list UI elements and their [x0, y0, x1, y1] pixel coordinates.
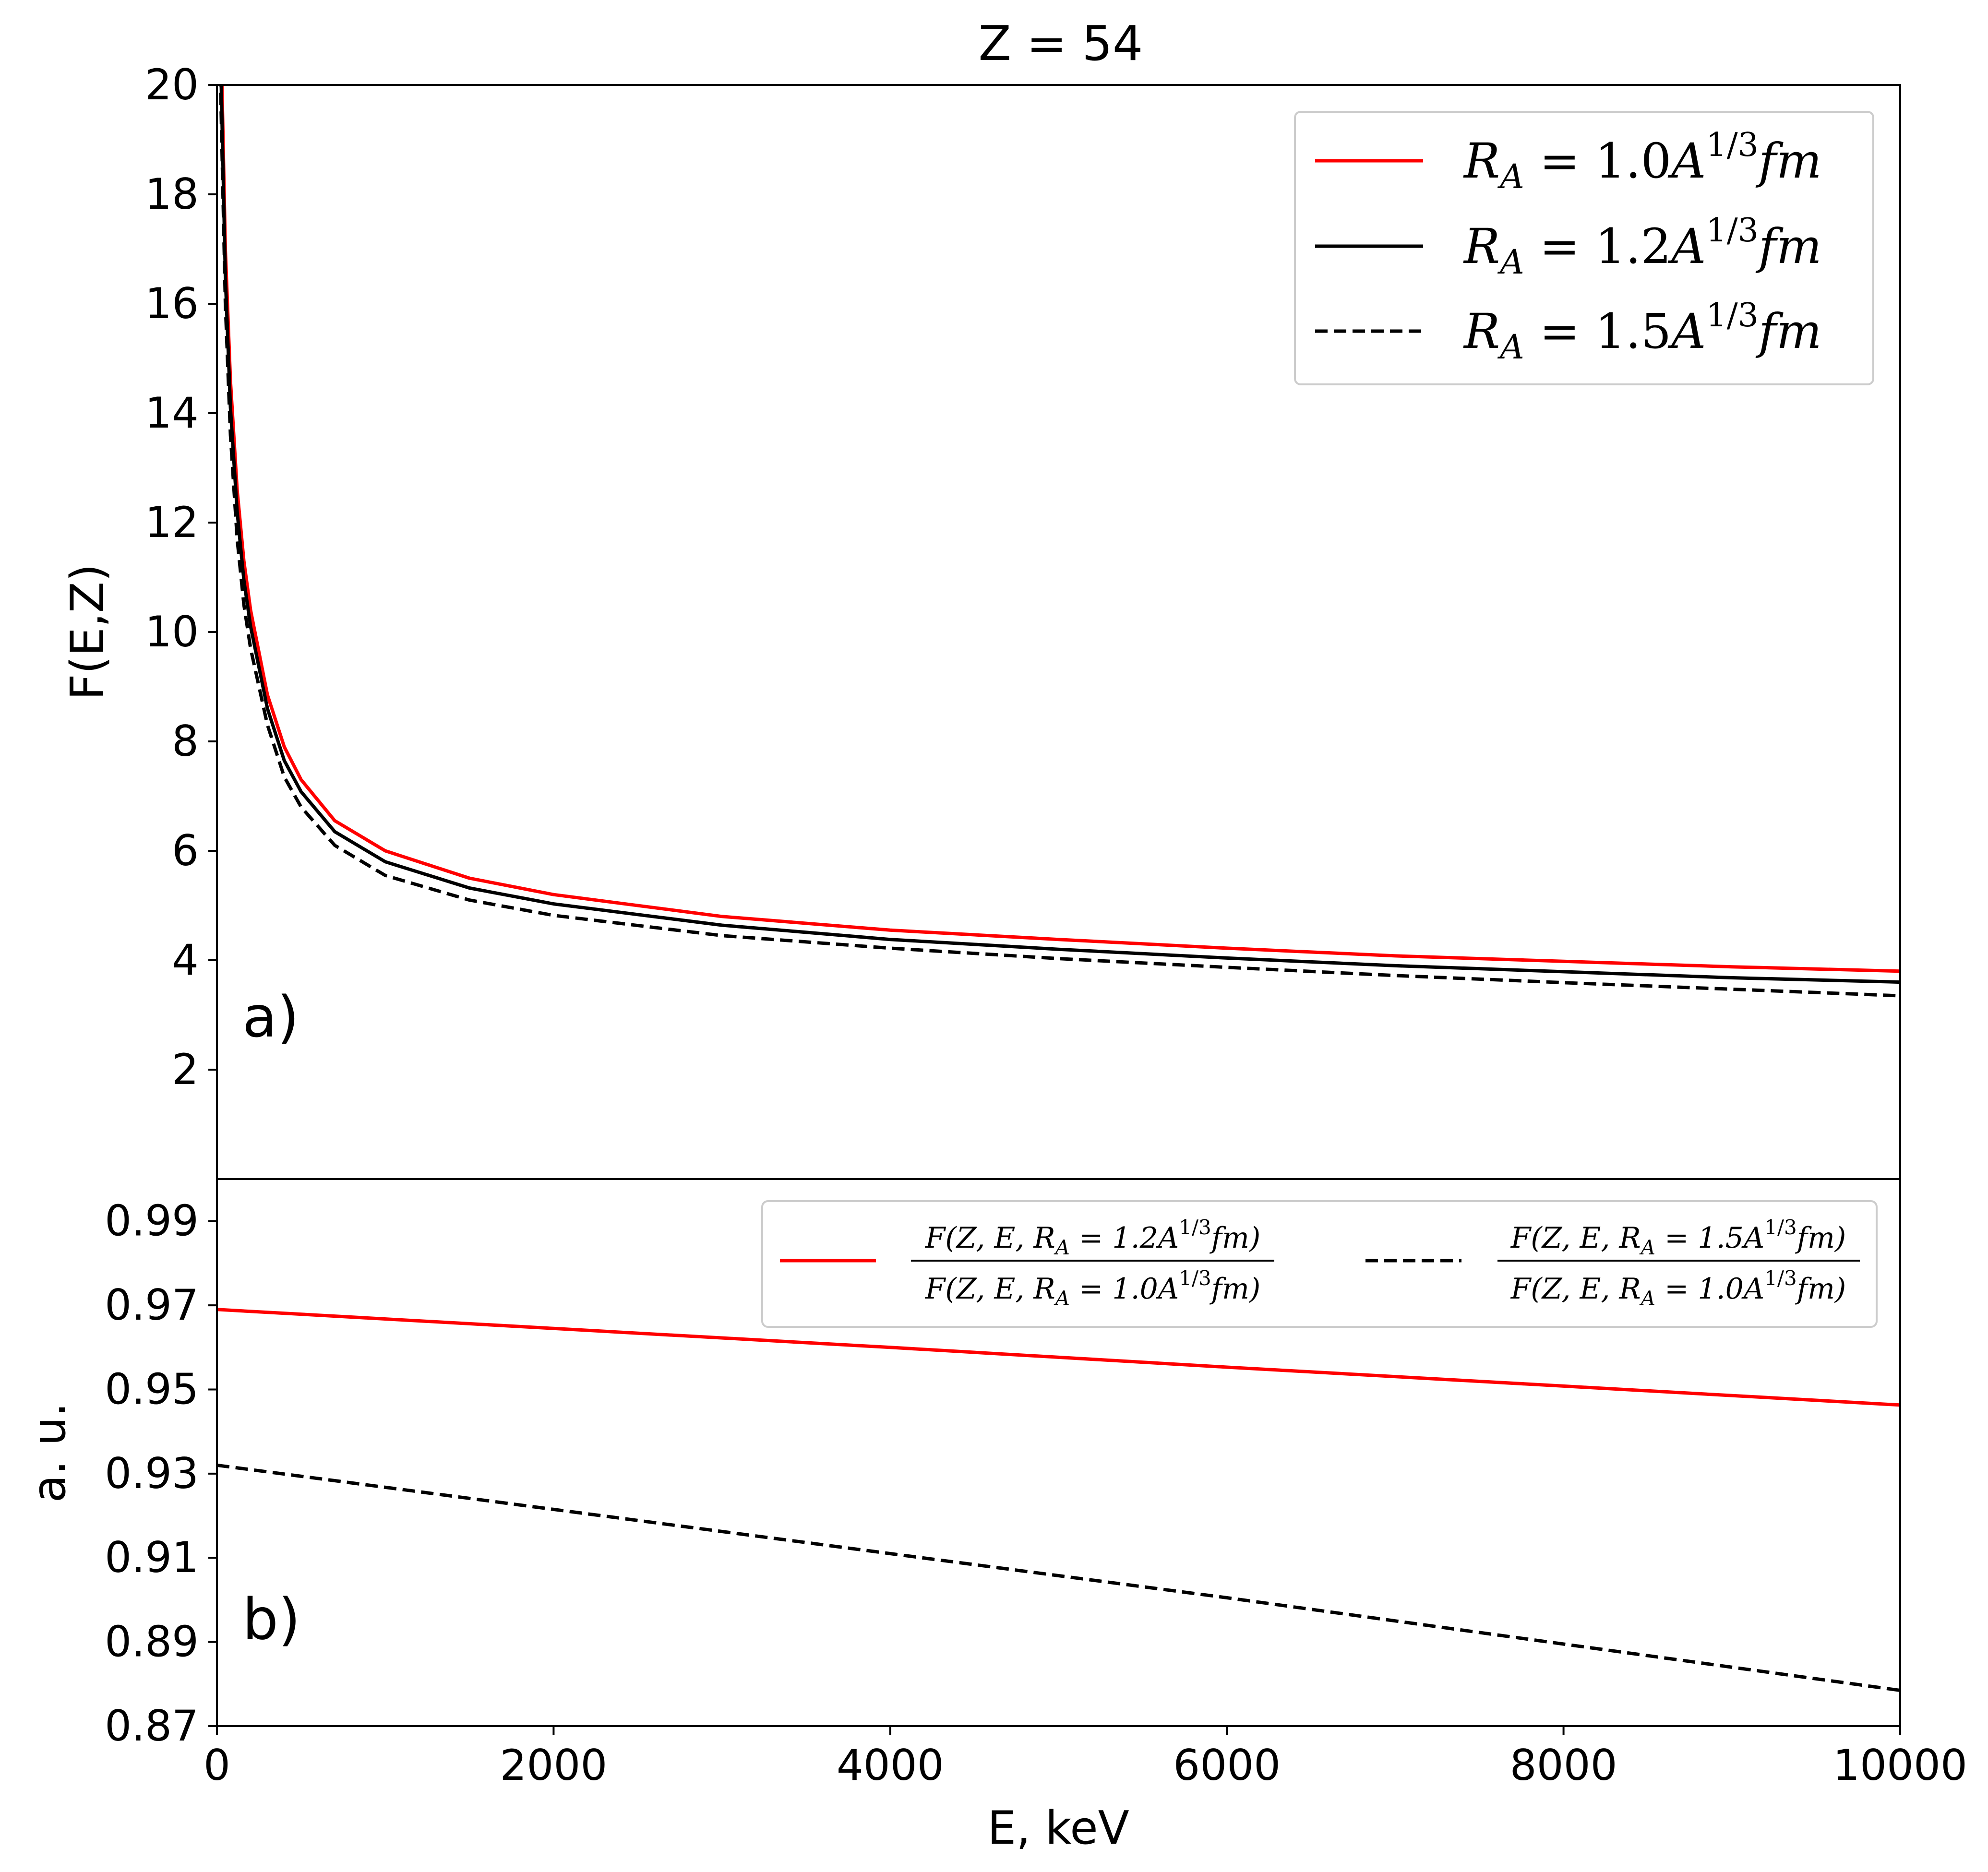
panel-a-series-line-3 [218, 85, 1900, 998]
panel-b: 0.87 0.89 0.91 0.93 0.95 0.97 0.99 0 2000 4000 60… [23, 1178, 1967, 1855]
y-tick-label: 0.97 [105, 1280, 199, 1330]
panel-b-y-ticks: 0.87 0.89 0.91 0.93 0.95 0.97 0.99 [105, 1196, 217, 1751]
panel-b-frame [216, 1178, 1901, 1727]
y-tick-label: 6 [172, 826, 199, 875]
panel-a-series-line-2 [219, 85, 1900, 984]
panel-a-y-ticks: 2 4 6 8 10 12 14 16 18 20 [145, 60, 217, 1094]
panel-b-label: b) [242, 1586, 300, 1652]
panel-a-legend: RA = 1.0A1/3fm RA = 1.2A1/3fm RA = 1.5A1/3… [1294, 111, 1874, 385]
y-tick-label: 0.87 [105, 1701, 199, 1751]
x-tick-label: 10000 [1833, 1741, 1967, 1790]
y-tick-label: 14 [145, 388, 199, 438]
panel-b-y-label: a. u. [23, 1402, 76, 1502]
y-tick-label: 2 [172, 1045, 199, 1094]
x-tick-label: 6000 [1173, 1741, 1281, 1790]
x-tick-label: 2000 [500, 1741, 607, 1790]
legend-fraction-numerator-1: F(Z, E, RA = 1.2A1/3fm) [925, 1216, 1261, 1259]
y-tick-label: 16 [145, 279, 199, 328]
y-tick-label: 0.93 [105, 1449, 199, 1498]
panel-b-series-line-2 [217, 1463, 1900, 1692]
y-tick-label: 20 [145, 60, 199, 109]
legend-fraction-denominator-2: F(Z, E, RA = 1.0A1/3fm) [1510, 1266, 1846, 1310]
legend-box [1294, 111, 1874, 385]
panel-a-label: a) [242, 984, 299, 1050]
x-tick-label: 0 [204, 1741, 230, 1790]
y-tick-label: 18 [145, 169, 199, 219]
x-tick-label: 8000 [1510, 1741, 1617, 1790]
figure-title: Z = 54 [978, 15, 1143, 72]
panel-b-x-ticks: 0 2000 4000 6000 8000 10000 [204, 1726, 1967, 1790]
y-tick-label: 10 [145, 607, 199, 656]
legend-entry-2: RA = 1.2A1/3fm [1463, 212, 1822, 282]
y-tick-label: 0.91 [105, 1533, 199, 1582]
legend-fraction-denominator-1: F(Z, E, RA = 1.0A1/3fm) [925, 1266, 1261, 1310]
legend-fraction-numerator-2: F(Z, E, RA = 1.5A1/3fm) [1510, 1216, 1846, 1259]
y-tick-label: 0.99 [105, 1196, 199, 1246]
panel-b-legend: F(Z, E, RA = 1.2A1/3fm) F(Z, E, RA = 1.0A… [761, 1200, 1878, 1328]
y-tick-label: 8 [172, 716, 199, 766]
y-tick-label: 12 [145, 498, 199, 547]
legend-entry-3: RA = 1.5A1/3fm [1463, 297, 1822, 367]
panel-a-series [218, 85, 1900, 998]
panel-a-series-line-1 [220, 85, 1900, 973]
y-tick-label: 0.95 [105, 1364, 199, 1414]
panel-b-series [217, 1308, 1900, 1692]
y-tick-label: 4 [172, 935, 199, 985]
legend-entry-1: RA = 1.0A1/3fm [1463, 126, 1822, 196]
panel-a-y-label: F(E,Z) [61, 564, 114, 700]
x-tick-label: 4000 [837, 1741, 944, 1790]
y-tick-label: 0.89 [105, 1617, 199, 1667]
panel-b-series-line-1 [217, 1308, 1900, 1407]
legend-box [761, 1200, 1878, 1328]
panel-a: 2 4 6 8 10 12 14 16 18 20 F(E,Z) a) RA = 1.0A1/3f… [61, 60, 1901, 1180]
panel-b-x-label: E, keV [987, 1802, 1129, 1855]
